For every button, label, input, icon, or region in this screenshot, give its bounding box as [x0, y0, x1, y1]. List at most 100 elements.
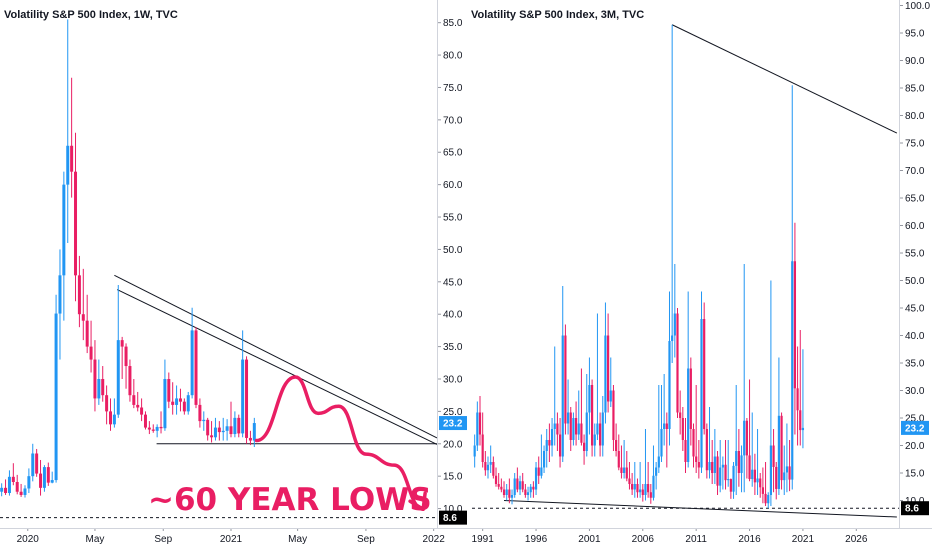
candle-47	[599, 412, 602, 457]
candle-37	[572, 412, 575, 446]
candle-89	[711, 440, 714, 484]
candle-88	[708, 407, 711, 479]
time-tick-label: 2021	[220, 534, 243, 545]
candle-body	[537, 467, 540, 476]
price-tick-label: 45.0	[905, 304, 925, 315]
candle-body	[644, 484, 647, 495]
candle-body	[486, 464, 490, 471]
candle-body	[665, 423, 668, 429]
candle-body	[542, 451, 546, 468]
trend-line-1[interactable]	[504, 500, 897, 518]
candle-81	[689, 357, 692, 446]
candle-body	[108, 411, 112, 425]
candle-body	[636, 484, 639, 493]
candle-body	[101, 378, 105, 396]
candle-53	[615, 423, 618, 457]
candle-45	[175, 385, 179, 415]
candle-119	[791, 85, 794, 490]
candle-43	[167, 372, 171, 409]
candle-29	[550, 418, 554, 457]
trend-line-1[interactable]	[116, 289, 438, 445]
trend-line-0[interactable]	[114, 274, 438, 439]
price-tick-label: 40.0	[443, 310, 463, 321]
candle-77	[679, 390, 682, 435]
price-tick-label: 30.0	[905, 386, 925, 397]
price-tick-label: 80.0	[443, 51, 463, 62]
candle-8	[494, 467, 498, 487]
candle-114	[777, 357, 781, 495]
candle-body	[767, 495, 770, 504]
candle-body	[516, 478, 519, 490]
candle-body	[735, 451, 738, 466]
price-tick-label: 15.0	[443, 472, 463, 483]
weekly-chart-title: Volatility S&P 500 Index, 1W, TVC	[4, 9, 178, 21]
candle-body	[478, 412, 482, 435]
candle-body	[764, 493, 767, 504]
price-tick-label: 100.0	[905, 1, 930, 12]
candle-7	[492, 456, 495, 479]
candle-32	[558, 418, 562, 468]
candle-body	[689, 368, 692, 429]
candle-body	[23, 488, 27, 495]
candle-74	[671, 24, 674, 363]
candle-15	[58, 249, 62, 360]
candle-90	[713, 429, 716, 484]
trend-line-0[interactable]	[671, 24, 898, 134]
price-tick-label: 65.0	[905, 194, 925, 205]
candle-body	[58, 275, 62, 314]
candle-25	[540, 434, 543, 479]
candle-body	[620, 467, 623, 473]
candle-body	[663, 423, 666, 429]
candle-91	[716, 451, 719, 495]
candle-14	[54, 294, 58, 483]
candle-4	[15, 474, 19, 495]
candle-110	[767, 492, 770, 509]
projection-arrowhead	[408, 491, 427, 511]
weekly-chart-panel[interactable]: ~60 YEAR LOWS Volatility S&P 500 Index, …	[0, 0, 467, 545]
weekly-price-axis[interactable]: 10.0 15.0 20.0 25.0 30.0 35.0 40.0 45.0 50.0 55.0…	[438, 18, 467, 525]
price-tick-label: 95.0	[905, 29, 925, 40]
weekly-plot-area[interactable]	[0, 0, 437, 528]
candle-body	[716, 456, 719, 486]
candle-body	[796, 388, 799, 411]
quarterly-trend-lines	[504, 24, 898, 518]
candle-body	[229, 426, 233, 435]
candle-body	[147, 427, 151, 430]
candle-46	[596, 313, 599, 440]
candle-body	[700, 319, 703, 468]
candle-body	[582, 442, 586, 451]
candle-body	[116, 340, 120, 415]
price-tick-label: 70.0	[905, 166, 925, 177]
candle-107	[759, 473, 762, 498]
candle-body	[484, 462, 487, 471]
candle-body	[221, 430, 225, 433]
candle-21	[81, 268, 85, 341]
candle-body	[202, 419, 206, 422]
price-tick-label: 40.0	[905, 331, 925, 342]
candle-body	[639, 489, 642, 493]
candle-body	[136, 404, 140, 408]
candle-23	[89, 320, 93, 373]
candle-64	[248, 430, 252, 446]
candle-52	[612, 385, 615, 451]
quarterly-price-axis[interactable]: 10.015.020.025.030.035.040.045.050.055.0…	[900, 1, 930, 516]
candle-24	[537, 456, 540, 484]
candle-body	[561, 335, 564, 457]
candle-body	[612, 390, 615, 440]
price-tick-label: 20.0	[905, 441, 925, 452]
candle-9	[497, 473, 500, 490]
quarterly-chart-panel[interactable]: Volatility S&P 500 Index, 3M, TVC 10.015…	[467, 0, 930, 545]
candle-body	[210, 435, 214, 438]
candle-28	[548, 423, 551, 462]
candle-body	[143, 414, 147, 428]
candle-40	[580, 368, 583, 446]
candle-42	[163, 359, 167, 431]
candle-body	[128, 366, 132, 396]
candle-68	[655, 462, 658, 490]
candle-body	[572, 418, 575, 440]
candle-78	[681, 407, 684, 451]
candle-31	[556, 412, 559, 451]
candle-104	[751, 412, 754, 487]
price-tick-label: 75.0	[443, 83, 463, 94]
time-tick-label: 2021	[792, 534, 815, 545]
